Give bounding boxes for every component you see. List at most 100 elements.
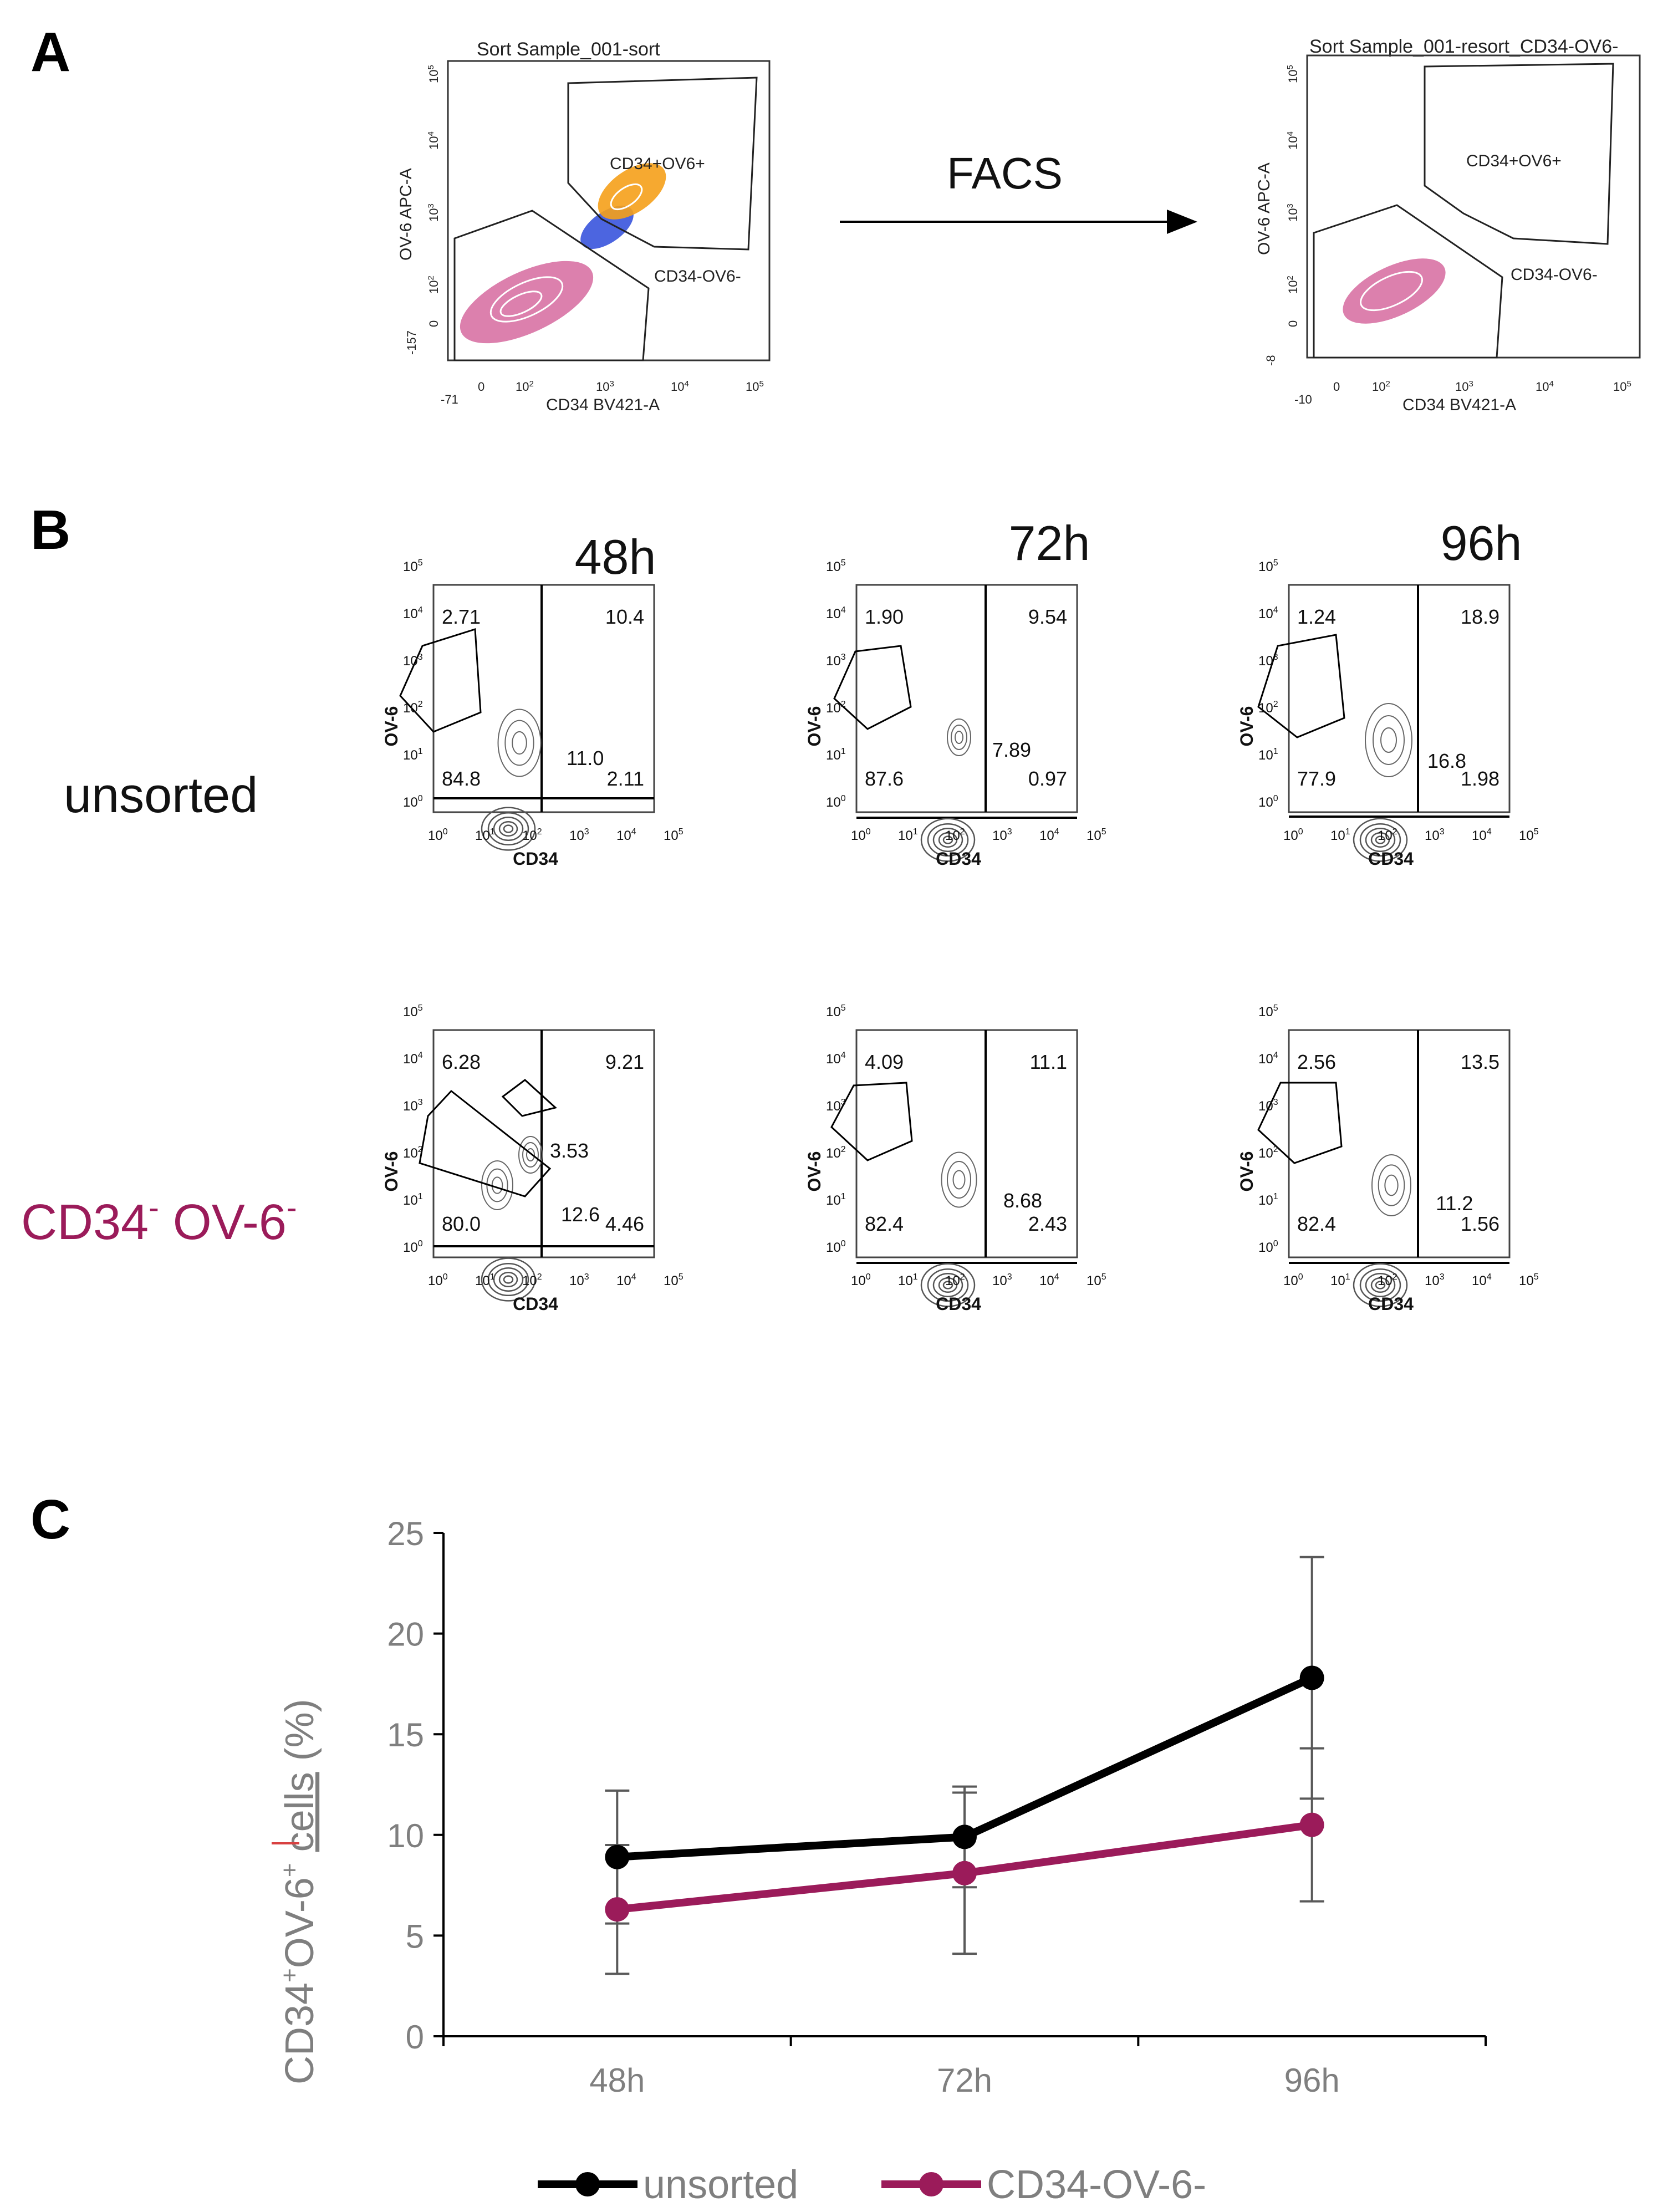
gate-value: 8.68: [1003, 1189, 1042, 1212]
data-point: [605, 1844, 630, 1869]
quadrant-ur-value: 9.54: [1028, 605, 1067, 628]
quadrant-ll-value: 87.6: [865, 767, 904, 790]
gated-contour: [1380, 727, 1397, 753]
population-contour: [1370, 832, 1390, 848]
cd34-ov6-gate-secondary: [419, 1089, 552, 1197]
gated-contour: [518, 1136, 543, 1174]
y-tick: 104: [1258, 1051, 1278, 1067]
population-contour: [481, 1257, 536, 1302]
facs-resort-xtick-5: 105: [1613, 379, 1631, 394]
quadrant-ur-value: 10.4: [605, 605, 644, 628]
facs-plot-frame: [432, 584, 655, 813]
data-point: [605, 1897, 630, 1922]
facs-sort-ytick-4: 104: [426, 131, 441, 150]
legend-marker: [575, 2172, 600, 2196]
x-tick: 103: [569, 1272, 589, 1288]
x-tick: 104: [1472, 1272, 1492, 1288]
x-tick: 105: [664, 1272, 684, 1288]
y-tick: 104: [1258, 605, 1278, 621]
data-point: [952, 1861, 977, 1885]
quadrant-ll-value: 84.8: [442, 767, 481, 790]
y-tick: 105: [826, 1003, 846, 1020]
facs-sort-pos-cloud: [598, 163, 666, 220]
population-contour: [1375, 1281, 1386, 1290]
facs-resort-ytick-1: 0: [1286, 320, 1300, 327]
x-tick: 105: [1087, 827, 1106, 843]
facs-arrow: FACS: [840, 149, 1197, 234]
gated-contour: [1384, 1174, 1399, 1196]
y-axis-label: OV-6: [804, 706, 824, 747]
facs-resort-gate-pos-label: CD34+OV6+: [1466, 152, 1562, 170]
facs-sort-contour: [489, 276, 564, 323]
x-tick-label: 96h: [1284, 2062, 1340, 2099]
facs-sort-neg-cloud: [460, 261, 594, 344]
population-contour: [1353, 818, 1408, 862]
legend-label: CD34-OV-6-: [987, 2163, 1206, 2207]
facs-resort-gate-neg: [1313, 204, 1503, 359]
y-tick: 103: [1258, 1098, 1278, 1114]
population-contour: [920, 818, 976, 862]
y-tick: 104: [826, 1051, 846, 1067]
population-contour: [927, 1268, 969, 1302]
row-label-sorted: CD34- OV-6-: [21, 1190, 297, 1250]
quadrant-ul-value: 1.90: [865, 605, 904, 628]
gated-contour: [955, 731, 963, 744]
facs-resort-xtick-4: 104: [1536, 379, 1554, 394]
row-label-unsorted: unsorted: [64, 768, 258, 823]
data-point: [1299, 1665, 1324, 1690]
facs-sort-gate-pos-label: CD34+OV6+: [610, 155, 705, 173]
quadrant-lr-value: 2.43: [1028, 1212, 1067, 1235]
facs-sort-xtick-3: 103: [596, 379, 614, 394]
legend-label: unsorted: [643, 2163, 798, 2207]
facs-sort-ytick-0: -157: [405, 330, 419, 355]
y-tick: 102: [403, 700, 423, 716]
y-tick: 101: [1258, 747, 1278, 763]
y-axis-label: OV-6: [381, 1151, 401, 1192]
quadrant-ll-value: 82.4: [865, 1212, 904, 1235]
y-tick: 100: [403, 794, 423, 810]
facs-sort-xtick-0: -71: [441, 393, 458, 406]
x-tick: 103: [569, 827, 589, 843]
x-axis-label: CD34: [936, 1294, 981, 1314]
y-tick: 100: [1258, 794, 1278, 810]
facs-plot: 4.09 11.1 82.4 2.438.68 100 100 101 101 102 102 10…: [804, 1003, 1106, 1314]
gated-contour: [952, 1170, 966, 1190]
x-tick: 100: [851, 1272, 871, 1288]
x-tick: 102: [1378, 1272, 1397, 1288]
facs-sort-gate-neg-label: CD34-OV6-: [654, 267, 741, 286]
facs-sort-ytick-2: 102: [426, 276, 441, 294]
facs-resort-title: Sort Sample_001-resort_CD34-OV6-: [1309, 36, 1618, 57]
quadrant-lr-value: 1.98: [1461, 767, 1499, 790]
quadrant-lr-value: 2.11: [607, 767, 644, 790]
facs-plot: 1.90 9.54 87.6 0.97 7.89 100 100 101 101 102 102 10…: [804, 558, 1106, 869]
x-tick: 100: [1283, 1272, 1303, 1288]
quadrant-ll-value: 82.4: [1297, 1212, 1336, 1235]
population-contour: [1353, 1263, 1408, 1307]
x-tick: 103: [992, 827, 1012, 843]
y-tick: 103: [403, 653, 423, 669]
facs-sort-contour-inner: [499, 290, 543, 317]
facs-resort-y-ticks: -8 0 102 103 104 105: [1264, 65, 1300, 366]
facs-sort-y-label: OV-6 APC-A: [397, 168, 415, 261]
facs-sort-xtick-2: 102: [516, 379, 534, 394]
x-tick: 100: [428, 827, 448, 843]
population-contour: [493, 816, 524, 842]
y-tick: 105: [826, 558, 846, 574]
quadrant-ur-value: 13.5: [1461, 1051, 1499, 1073]
y-tick-label: 10: [387, 1817, 424, 1854]
facs-plot-frame: [1288, 584, 1511, 813]
facs-resort-neg-cloud: [1343, 258, 1446, 324]
column-label-72h: 72h: [1009, 516, 1090, 570]
gate-value: 11.2: [1436, 1192, 1473, 1215]
y-tick-label: 20: [387, 1616, 424, 1653]
quadrant-ll-value: 80.0: [442, 1212, 481, 1235]
y-tick: 104: [826, 605, 846, 621]
quadrant-ul-value: 2.56: [1297, 1051, 1336, 1073]
y-tick: 104: [403, 605, 423, 621]
y-tick: 105: [1258, 1003, 1278, 1020]
population-contour: [503, 1275, 514, 1284]
y-tick: 100: [1258, 1239, 1278, 1255]
